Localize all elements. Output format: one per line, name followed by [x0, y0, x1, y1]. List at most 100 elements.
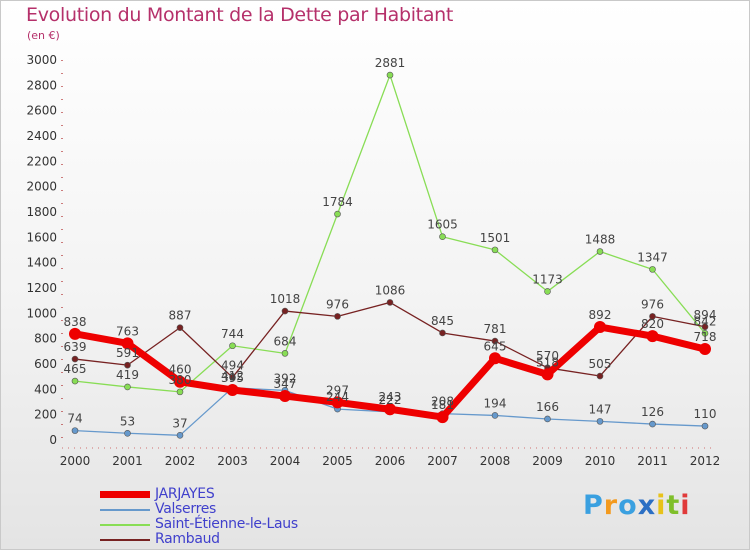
y-tick-label: 2400 [26, 129, 57, 143]
y-tick-label: 2800 [26, 78, 57, 92]
data-label-saint-tienne-le-laus: 1501 [480, 231, 511, 245]
data-point-jarjayes [174, 375, 186, 388]
data-label-jarjayes: 395 [221, 371, 244, 385]
data-label-saint-tienne-le-laus: 465 [64, 362, 87, 376]
data-label-jarjayes: 518 [536, 355, 559, 369]
data-label-jarjayes: 297 [326, 383, 349, 397]
data-label-rambaud: 570 [536, 349, 559, 363]
data-label-saint-tienne-le-laus: 1347 [637, 250, 668, 264]
data-label-rambaud: 639 [64, 340, 87, 354]
logo-letter: r [603, 490, 619, 521]
data-label-valserres: 147 [589, 402, 612, 416]
data-label-valserres: 37 [172, 416, 187, 430]
data-label-jarjayes: 892 [589, 308, 612, 322]
data-point-rambaud [229, 374, 236, 381]
data-point-valserres [701, 422, 709, 430]
data-point-rambaud [124, 361, 131, 369]
data-label-saint-tienne-le-laus: 744 [221, 327, 244, 341]
data-label-valserres: 74 [67, 412, 82, 426]
data-label-saint-tienne-le-laus: 1488 [585, 233, 616, 247]
data-point-jarjayes [541, 368, 554, 381]
data-point-valserres [124, 429, 131, 437]
data-point-jarjayes [489, 352, 501, 365]
data-label-saint-tienne-le-laus: 1173 [532, 272, 563, 286]
x-tick-label: 2004 [270, 454, 301, 468]
data-label-rambaud: 494 [221, 358, 244, 372]
data-label-valserres: 126 [641, 405, 664, 419]
logo-letter: x [637, 490, 657, 521]
data-point-jarjayes [384, 403, 396, 416]
data-point-saint-tienne-le-laus [229, 342, 236, 350]
data-labels: 465 419 380 744 684 1784 2881 1605 1501 1173 1488 1… [64, 56, 717, 430]
y-tick-label: 600 [34, 357, 57, 371]
y-tick-label: 1800 [26, 205, 57, 219]
legend-swatch [100, 539, 150, 541]
y-tick-label: 2600 [26, 104, 57, 118]
data-label-valserres: 110 [694, 407, 717, 421]
x-tick-label: 2008 [480, 454, 511, 468]
data-label-valserres: 244 [326, 390, 349, 404]
x-tick-label: 2001 [112, 454, 143, 468]
data-label-rambaud: 1018 [270, 292, 301, 306]
data-label-saint-tienne-le-laus: 380 [169, 373, 192, 387]
data-point-saint-tienne-le-laus [176, 388, 184, 396]
y-tick-label: 0 [49, 433, 57, 447]
logo-letter: i [680, 490, 691, 521]
y-tick-label: 200 [34, 408, 57, 422]
chart-axes: 0 200 400 600 800 1000 1200 1400 1600 1800 2000 220… [26, 53, 720, 468]
data-label-saint-tienne-le-laus: 684 [274, 334, 297, 348]
data-label-jarjayes: 181 [431, 398, 454, 412]
x-tick-label: 2005 [322, 454, 353, 468]
legend-label: JARJAYES [155, 486, 215, 502]
x-tick-label: 2007 [427, 454, 458, 468]
data-label-rambaud: 591 [116, 346, 139, 360]
logo-letter: i [656, 490, 667, 521]
y-tick-label: 800 [34, 332, 57, 346]
y-tick-label: 400 [34, 382, 57, 396]
data-label-jarjayes: 347 [274, 377, 297, 391]
data-point-saint-tienne-le-laus [491, 246, 499, 254]
x-tick-label: 2003 [217, 454, 248, 468]
data-label-jarjayes: 838 [64, 315, 87, 329]
data-label-jarjayes: 763 [116, 324, 139, 338]
data-label-valserres: 166 [536, 400, 559, 414]
data-point-saint-tienne-le-laus [281, 350, 289, 357]
data-point-saint-tienne-le-laus [649, 266, 656, 273]
data-point-saint-tienne-le-laus [334, 210, 341, 218]
y-tick-label: 1600 [26, 230, 57, 244]
data-point-valserres [491, 412, 499, 419]
data-point-saint-tienne-le-laus [544, 288, 551, 295]
y-tick-label: 1400 [26, 256, 57, 270]
data-point-saint-tienne-le-laus [71, 377, 79, 385]
data-label-valserres: 208 [431, 395, 454, 409]
x-tick-label: 2006 [375, 454, 406, 468]
x-tick-label: 2011 [637, 454, 668, 468]
data-label-saint-tienne-le-laus: 419 [116, 368, 139, 382]
data-point-rambaud [596, 372, 604, 380]
data-label-rambaud: 845 [431, 314, 454, 328]
data-label-valserres: 392 [274, 371, 297, 385]
chart-title: Evolution du Montant de la Dette par Hab… [26, 4, 454, 26]
data-point-valserres [544, 415, 551, 423]
data-point-rambaud [701, 323, 709, 331]
x-tick-label: 2000 [60, 454, 91, 468]
data-point-rambaud [386, 299, 394, 306]
series-lines [69, 71, 711, 439]
data-label-jarjayes: 718 [694, 330, 717, 344]
data-point-jarjayes [121, 337, 134, 350]
data-point-valserres [71, 427, 79, 434]
proxiti-logo: Proxiti [583, 490, 691, 521]
data-label-jarjayes: 460 [169, 363, 192, 377]
x-tick-label: 2012 [690, 454, 721, 468]
data-label-saint-tienne-le-laus: 1605 [427, 218, 458, 232]
data-point-jarjayes [226, 383, 239, 396]
data-point-jarjayes [331, 396, 344, 409]
y-tick-label: 1000 [26, 306, 57, 320]
data-label-valserres: 412 [221, 369, 244, 383]
x-tick-label: 2002 [165, 454, 196, 468]
data-point-saint-tienne-le-laus [124, 383, 131, 391]
legend-swatch [100, 509, 150, 511]
logo-letter: P [583, 490, 604, 521]
